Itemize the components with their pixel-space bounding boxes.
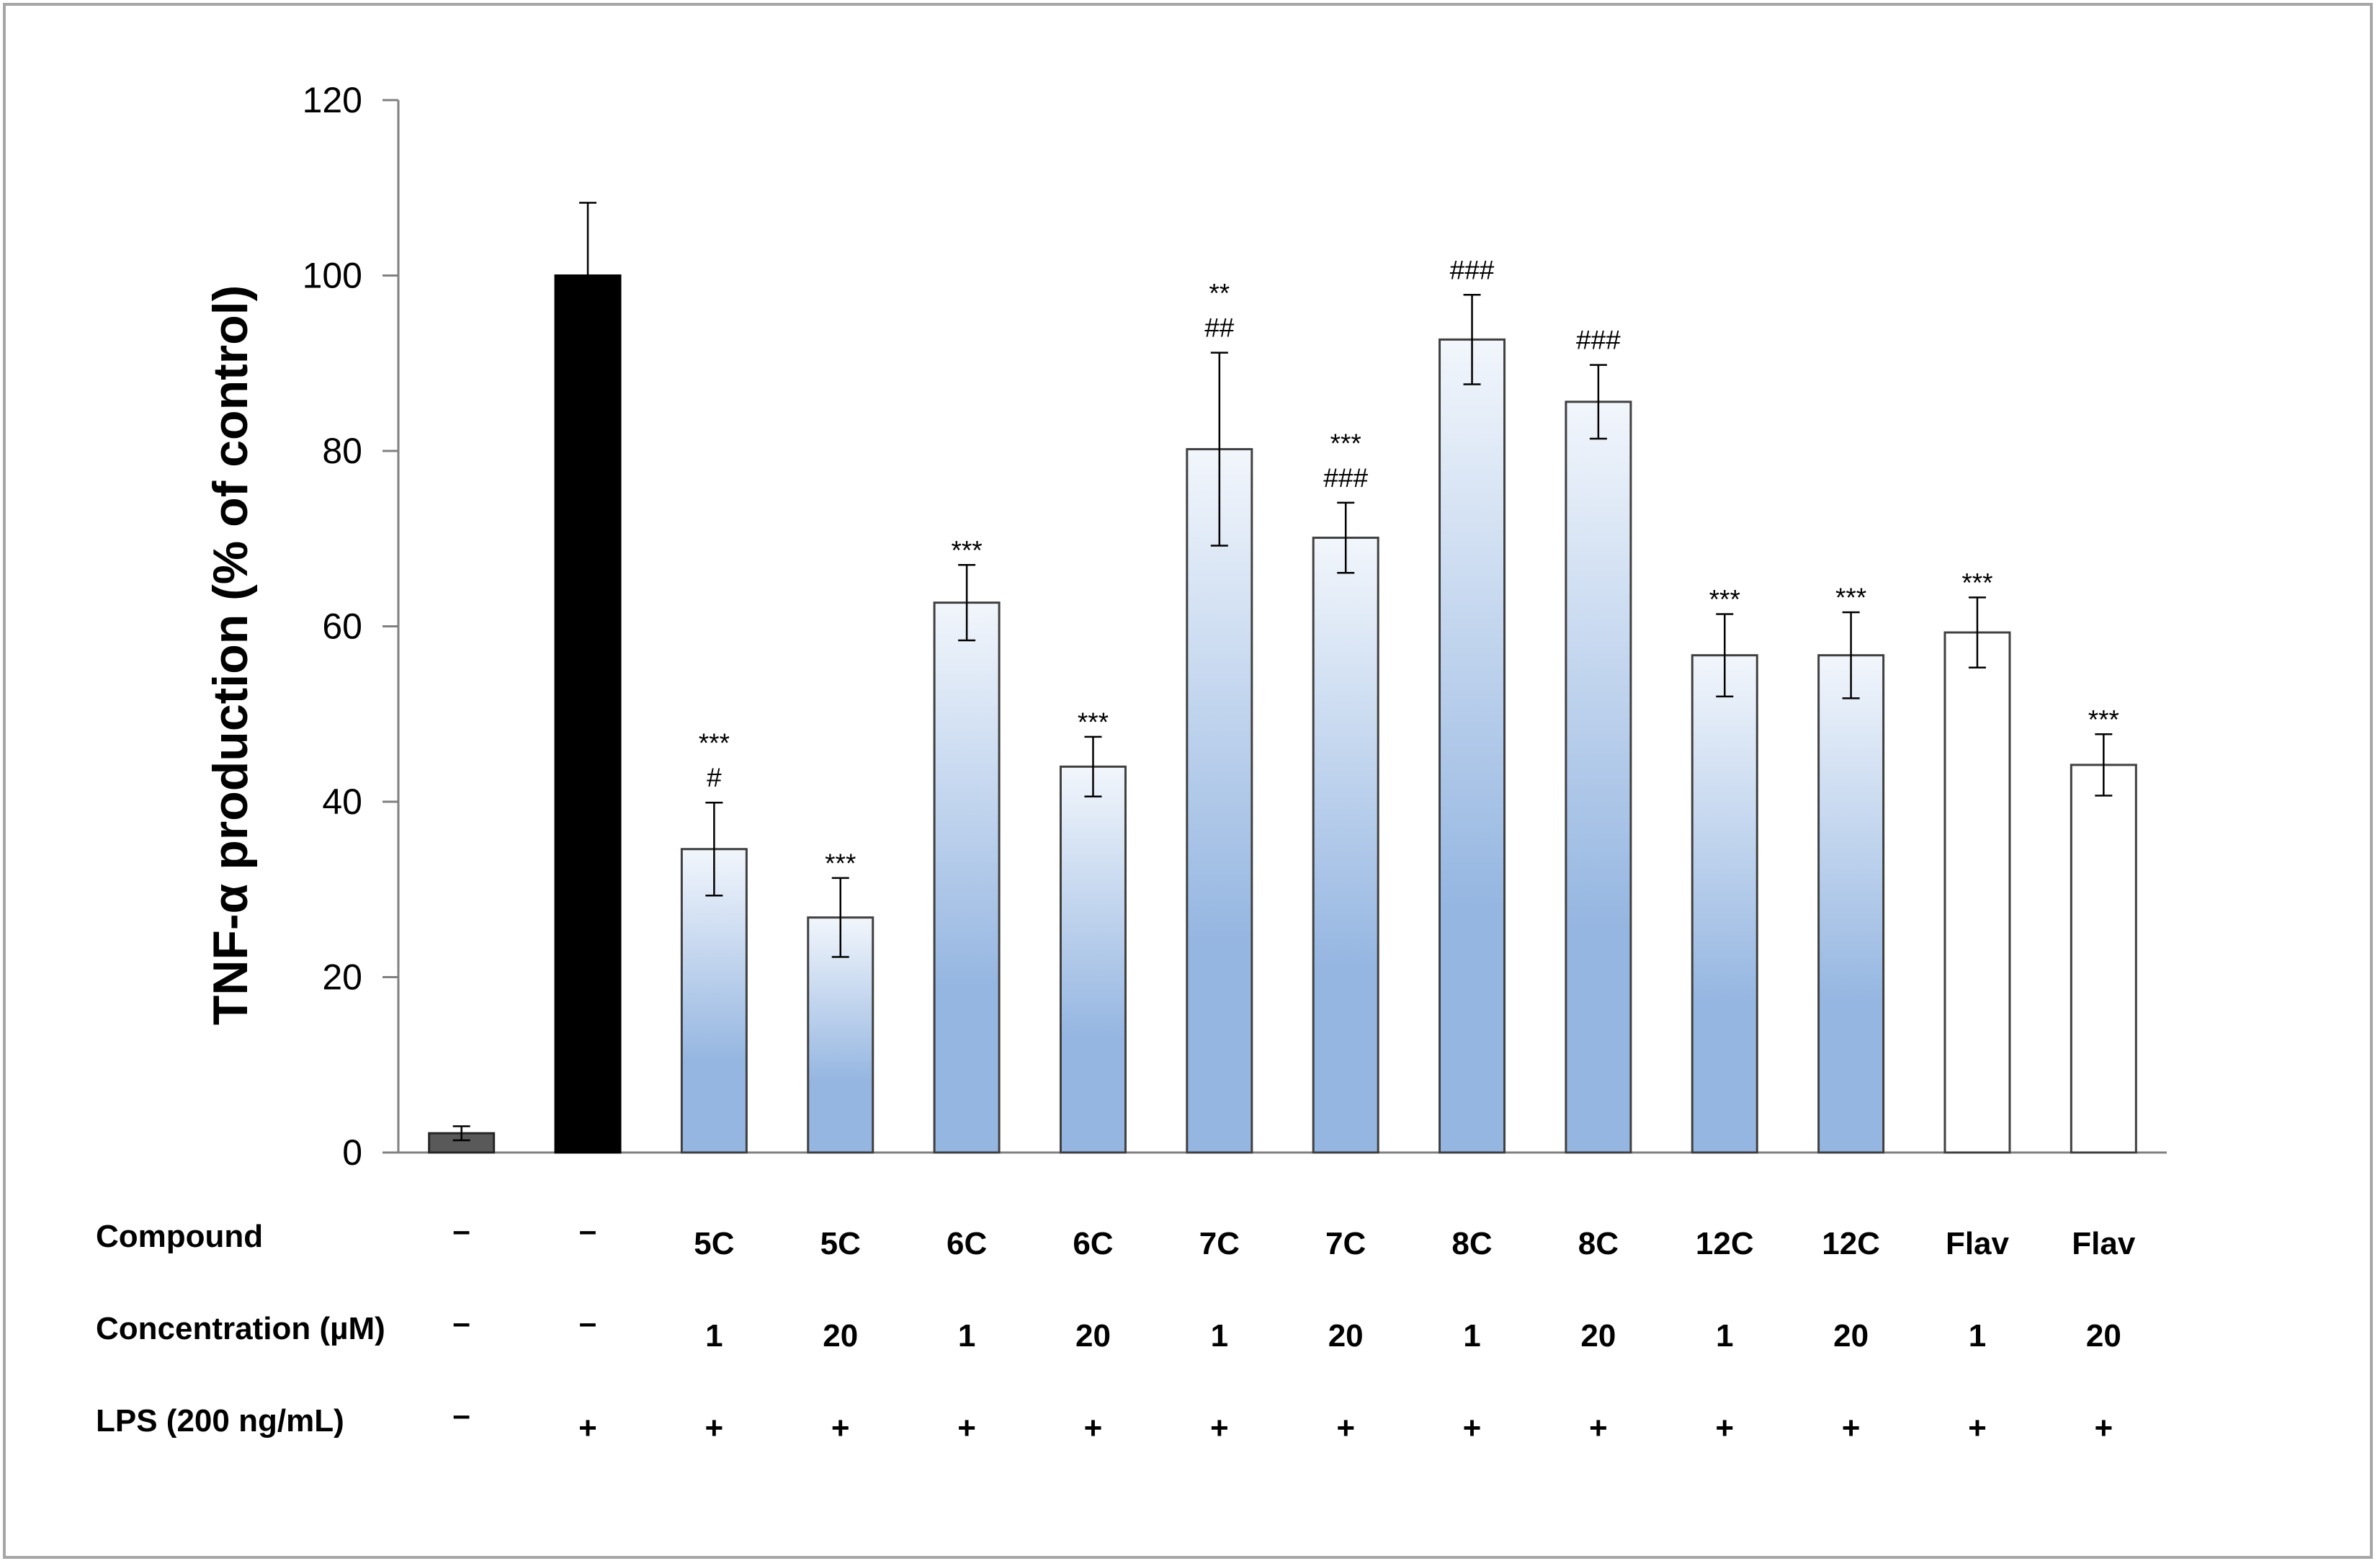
condition-value: 1 [1211, 1318, 1228, 1354]
bar [1565, 401, 1632, 1154]
bar [1186, 448, 1253, 1154]
condition-row-label: Compound [96, 1219, 263, 1254]
condition-value: Flav [1946, 1226, 2010, 1261]
condition-row-label: Concentration (µM) [96, 1311, 385, 1346]
significance-label: *** [2088, 704, 2119, 734]
significance-label: ** [1209, 279, 1230, 308]
condition-value: + [1084, 1410, 1103, 1446]
condition-value: 1 [1463, 1318, 1480, 1354]
condition-value: 1 [1969, 1318, 1986, 1354]
significance-label: ### [1450, 255, 1495, 285]
condition-table: Compound – – 5C 5C 6C 6C 7C 7C 8C 8C 12C 12C Flav Flav… [96, 1213, 2136, 1446]
condition-value: + [1968, 1410, 1987, 1446]
bar [680, 848, 748, 1154]
condition-value: 20 [2086, 1318, 2121, 1354]
condition-value: + [578, 1410, 597, 1446]
significance-label: ### [1576, 326, 1621, 355]
condition-value: + [1463, 1410, 1482, 1446]
chart-bars [428, 274, 2137, 1154]
figure-frame: 0 20 40 60 80 100 120 # *** *** *** *** ## ** ### *** #… [3, 3, 2373, 1559]
y-axis-title: TNF-α production (% of control) [203, 285, 258, 1026]
significance-label: ### [1323, 463, 1368, 493]
significance-label: *** [699, 728, 730, 758]
y-tick-label: 20 [322, 957, 362, 998]
condition-value: 20 [1833, 1318, 1869, 1354]
y-tick-label: 80 [322, 431, 362, 471]
condition-value: 20 [1580, 1318, 1616, 1354]
condition-value: – [452, 1213, 470, 1248]
y-tick-label: 100 [303, 256, 362, 296]
significance-label: # [707, 763, 722, 792]
condition-value: + [957, 1410, 976, 1446]
bar [2070, 764, 2137, 1154]
significance-label: *** [1330, 429, 1361, 458]
condition-value: + [2094, 1410, 2113, 1446]
condition-value: 5C [820, 1226, 861, 1261]
chart-error-bars [452, 202, 2113, 1142]
significance-label: *** [825, 849, 856, 878]
significance-label: *** [1709, 584, 1740, 614]
condition-value: 7C [1325, 1226, 1366, 1261]
condition-value: + [1842, 1410, 1861, 1446]
bar [1817, 654, 1885, 1154]
condition-value: + [831, 1410, 850, 1446]
bar [554, 274, 622, 1154]
condition-value: 20 [1075, 1318, 1111, 1354]
bar [1439, 338, 1506, 1154]
condition-value: + [1210, 1410, 1229, 1446]
condition-value: 20 [1328, 1318, 1364, 1354]
condition-value: + [1715, 1410, 1734, 1446]
condition-value: 7C [1199, 1226, 1240, 1261]
significance-label: ## [1204, 313, 1235, 343]
condition-value: 8C [1451, 1226, 1492, 1261]
condition-value: 1 [958, 1318, 975, 1354]
condition-value: 12C [1822, 1226, 1880, 1261]
y-tick-label: 120 [303, 80, 362, 120]
condition-value: – [452, 1397, 470, 1433]
condition-value: 1 [705, 1318, 722, 1354]
condition-value: 8C [1578, 1226, 1619, 1261]
condition-value: 6C [1073, 1226, 1113, 1261]
condition-value: 6C [947, 1226, 987, 1261]
bar [1691, 654, 1758, 1154]
bar [933, 601, 1001, 1154]
chart-significance-labels: # *** *** *** *** ## ** ### *** ### ### *** *** *** **… [699, 255, 2119, 878]
condition-row-label: LPS (200 ng/mL) [96, 1403, 344, 1439]
bar [1312, 537, 1379, 1154]
condition-value: 1 [1716, 1318, 1733, 1354]
condition-value: + [1589, 1410, 1608, 1446]
y-tick-label: 0 [342, 1132, 362, 1173]
condition-value: 20 [823, 1318, 858, 1354]
condition-value: – [579, 1213, 596, 1248]
condition-value: 12C [1696, 1226, 1754, 1261]
y-tick-label: 60 [322, 607, 362, 647]
bar [1943, 631, 2011, 1154]
significance-label: *** [1835, 583, 1866, 612]
y-tick-label: 40 [322, 782, 362, 822]
significance-label: *** [952, 535, 983, 565]
condition-value: – [579, 1305, 596, 1341]
condition-value: Flav [2072, 1226, 2136, 1261]
condition-value: 5C [694, 1226, 734, 1261]
condition-value: – [452, 1305, 470, 1341]
condition-value: + [1336, 1410, 1355, 1446]
significance-label: *** [1961, 568, 1992, 597]
condition-value: + [705, 1410, 724, 1446]
bar [1059, 765, 1127, 1154]
significance-label: *** [1078, 707, 1109, 737]
